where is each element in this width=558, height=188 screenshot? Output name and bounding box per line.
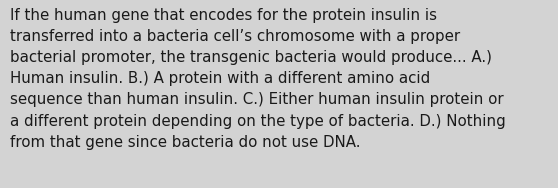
Text: If the human gene that encodes for the protein insulin is
transferred into a bac: If the human gene that encodes for the p… [10, 8, 506, 150]
